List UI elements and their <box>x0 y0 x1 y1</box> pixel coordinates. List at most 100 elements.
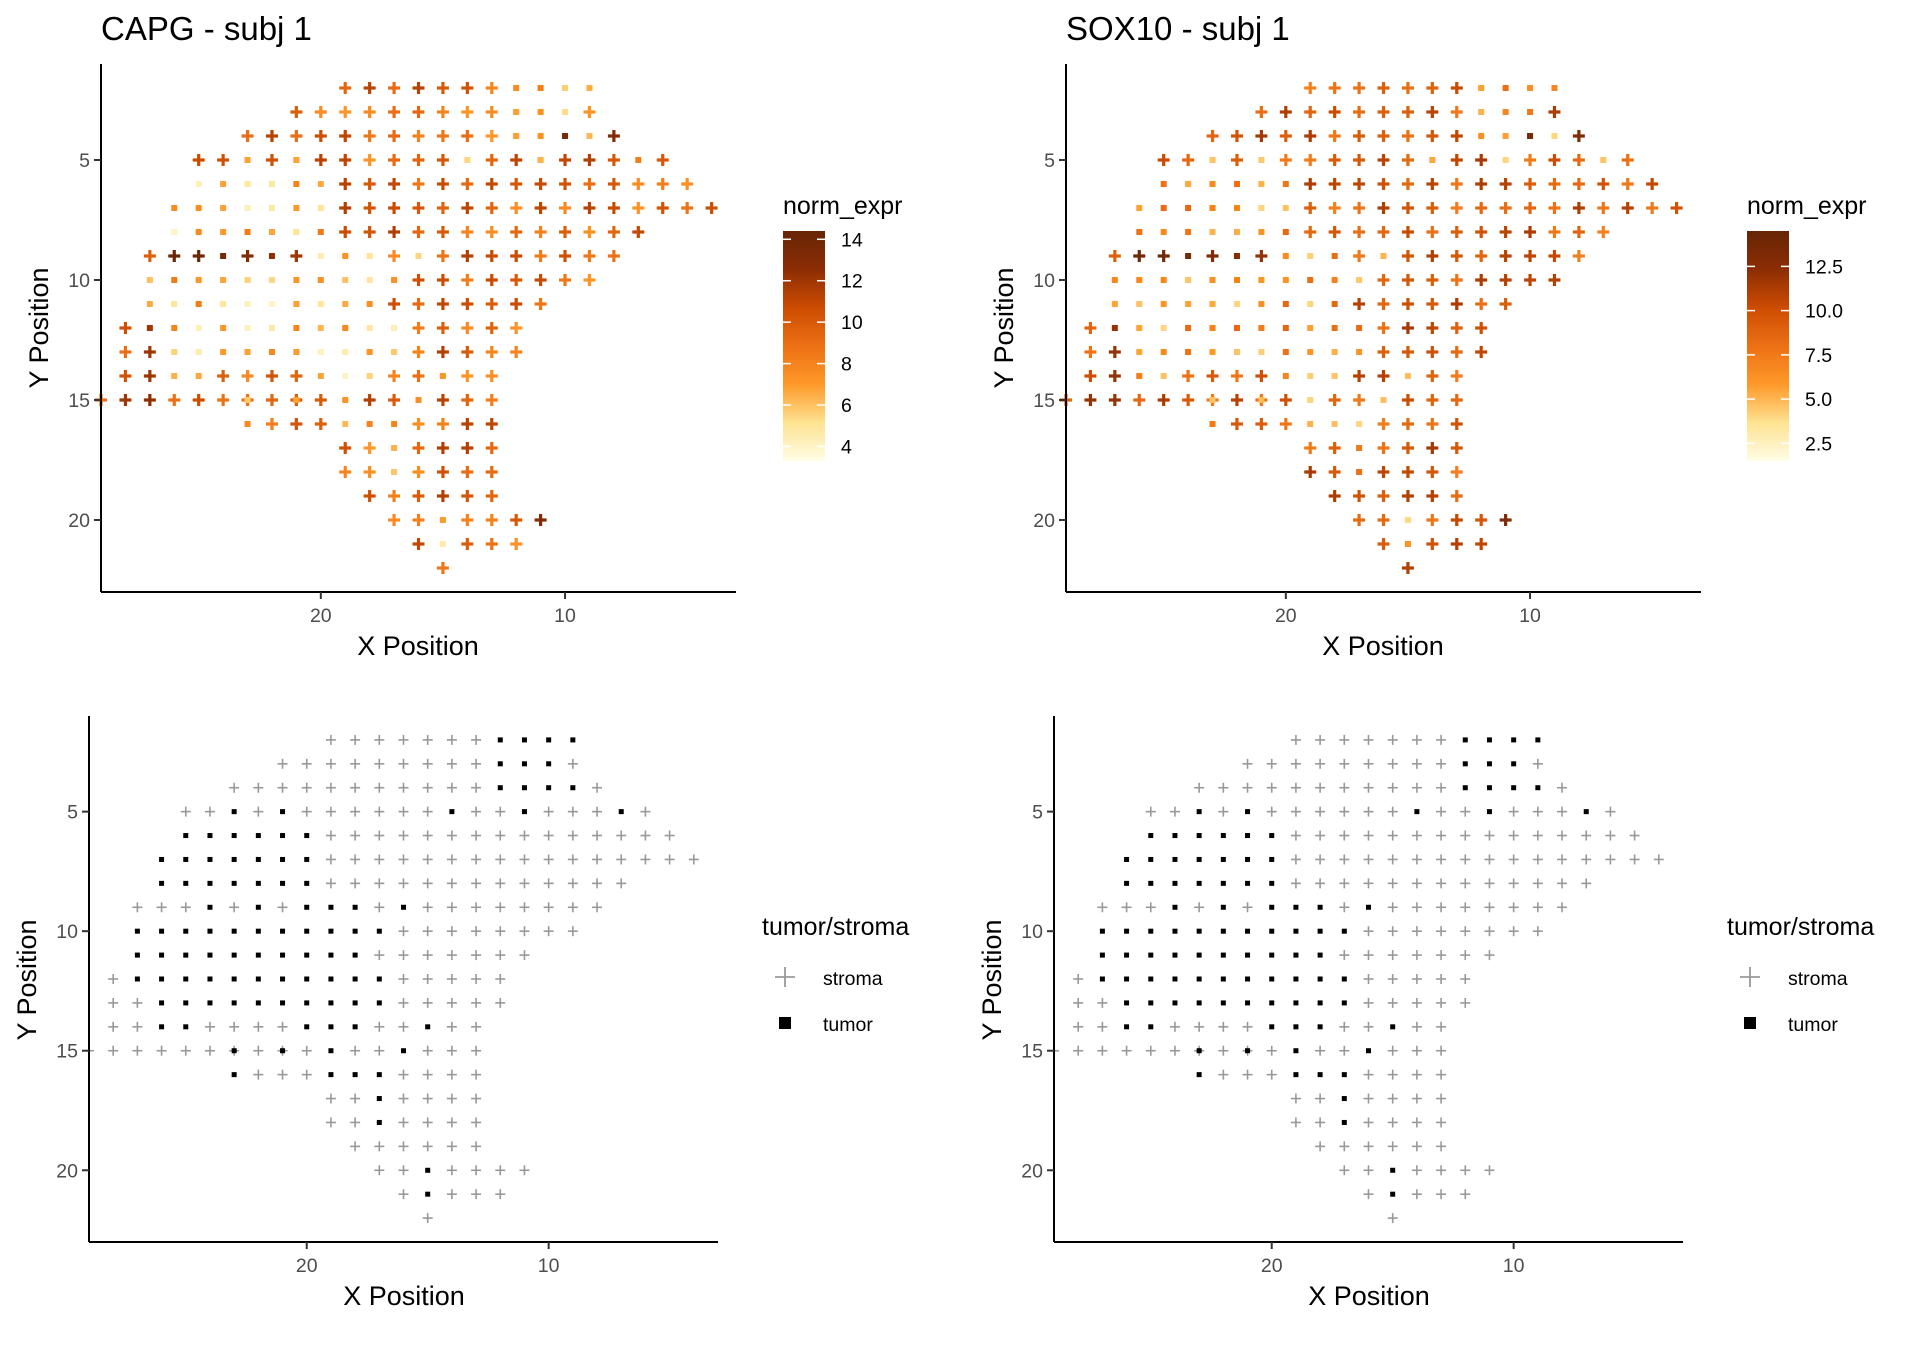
data-point-stroma <box>363 490 376 502</box>
data-point-stroma <box>446 1165 457 1176</box>
data-point-stroma <box>1450 442 1463 454</box>
data-point-tumor <box>183 856 189 862</box>
data-point-stroma <box>1387 1093 1398 1104</box>
legend-label-stroma: stroma <box>1788 968 1848 990</box>
data-point-stroma <box>485 370 498 382</box>
data-point-stroma <box>1121 902 1132 913</box>
data-point-stroma <box>388 394 401 406</box>
data-point-tumor <box>1414 809 1420 815</box>
data-point-stroma <box>583 226 596 238</box>
data-point-stroma <box>339 154 352 166</box>
data-point-stroma <box>1572 250 1585 262</box>
data-point-tumor <box>244 325 251 331</box>
data-point-stroma <box>1279 106 1292 118</box>
axis-ticks: 20 10 5 10 15 20 <box>56 802 559 1277</box>
data-point-stroma <box>436 250 449 262</box>
legend-shape: tumor/stroma stroma tumor <box>762 913 909 1036</box>
x-tick-label: 20 <box>1261 1255 1283 1277</box>
data-point-stroma <box>1499 250 1512 262</box>
data-point-tumor <box>255 952 261 958</box>
data-point-tumor <box>1317 904 1323 910</box>
data-point-stroma <box>217 394 230 406</box>
legend-label-tumor: tumor <box>823 1014 873 1036</box>
data-point-tumor <box>1269 1000 1275 1006</box>
data-point-stroma <box>363 106 376 118</box>
data-point-stroma <box>510 346 523 358</box>
axis-ticks: 20 10 5 10 15 20 <box>68 150 576 627</box>
data-point-stroma <box>1377 346 1390 358</box>
data-point-stroma <box>1450 226 1463 238</box>
data-point-tumor <box>1136 205 1143 211</box>
data-point-tumor <box>244 277 251 283</box>
data-point-stroma <box>1436 758 1447 769</box>
data-point-stroma <box>350 734 361 745</box>
data-point-stroma <box>471 1093 482 1104</box>
data-point-stroma <box>1304 106 1317 118</box>
data-point-stroma <box>1315 878 1326 889</box>
data-point-stroma <box>143 346 156 358</box>
data-point-tumor <box>439 517 446 523</box>
data-point-tumor <box>570 737 576 743</box>
data-point-stroma <box>1315 806 1326 817</box>
data-point-stroma <box>265 418 278 430</box>
data-point-tumor <box>1293 1048 1299 1054</box>
data-point-tumor <box>352 1024 358 1030</box>
data-point-stroma <box>1401 394 1414 406</box>
data-point-tumor <box>562 85 569 91</box>
data-point-tumor <box>1160 349 1167 355</box>
data-point-stroma <box>436 466 449 478</box>
data-point-stroma <box>1097 1021 1108 1032</box>
data-point-tumor <box>1511 761 1517 767</box>
data-point-stroma <box>1206 250 1219 262</box>
data-point-stroma <box>1279 394 1292 406</box>
data-point-stroma <box>1084 322 1097 334</box>
data-point-stroma <box>132 1021 143 1032</box>
data-point-stroma <box>339 466 352 478</box>
data-point-tumor <box>159 1000 165 1006</box>
data-point-tumor <box>304 1024 310 1030</box>
data-point-tumor <box>280 1000 286 1006</box>
data-point-stroma <box>519 1165 530 1176</box>
data-point-stroma <box>374 758 385 769</box>
data-point-stroma <box>607 130 620 142</box>
data-point-tumor <box>1172 880 1178 886</box>
data-point-stroma <box>1315 734 1326 745</box>
data-point-stroma <box>132 902 143 913</box>
data-point-stroma <box>510 178 523 190</box>
data-point-stroma <box>325 854 336 865</box>
data-point-tumor <box>1196 1048 1202 1054</box>
data-point-stroma <box>1353 370 1366 382</box>
data-point-tumor <box>317 349 324 355</box>
data-point-tumor <box>1148 976 1154 982</box>
data-point-tumor <box>304 904 310 910</box>
data-point-stroma <box>495 1165 506 1176</box>
data-point-tumor <box>376 976 382 982</box>
data-point-tumor <box>220 229 227 235</box>
data-point-stroma <box>108 997 119 1008</box>
data-point-stroma <box>422 758 433 769</box>
data-point-tumor <box>1317 1024 1323 1030</box>
data-point-tumor <box>195 301 202 307</box>
data-point-stroma <box>559 226 572 238</box>
data-point-stroma <box>461 298 474 310</box>
data-point-stroma <box>325 782 336 793</box>
data-point-tumor <box>352 1072 358 1078</box>
data-point-tumor <box>207 880 213 886</box>
data-point-stroma <box>616 878 627 889</box>
data-point-tumor <box>1527 133 1534 139</box>
data-point-stroma <box>241 250 254 262</box>
data-point-stroma <box>1436 878 1447 889</box>
data-point-stroma <box>485 298 498 310</box>
data-point-stroma <box>1557 854 1568 865</box>
data-point-stroma <box>422 1093 433 1104</box>
x-tick-label: 20 <box>296 1255 318 1277</box>
data-point-tumor <box>513 133 520 139</box>
data-point-stroma <box>422 1069 433 1080</box>
data-point-stroma <box>1436 902 1447 913</box>
data-point-tumor <box>220 253 227 259</box>
data-point-tumor <box>1317 952 1323 958</box>
panel-title: CAPG - subj 1 <box>101 10 312 47</box>
legend-label-tumor: tumor <box>1788 1014 1838 1036</box>
data-point-stroma <box>1524 250 1537 262</box>
data-point-stroma <box>325 1093 336 1104</box>
